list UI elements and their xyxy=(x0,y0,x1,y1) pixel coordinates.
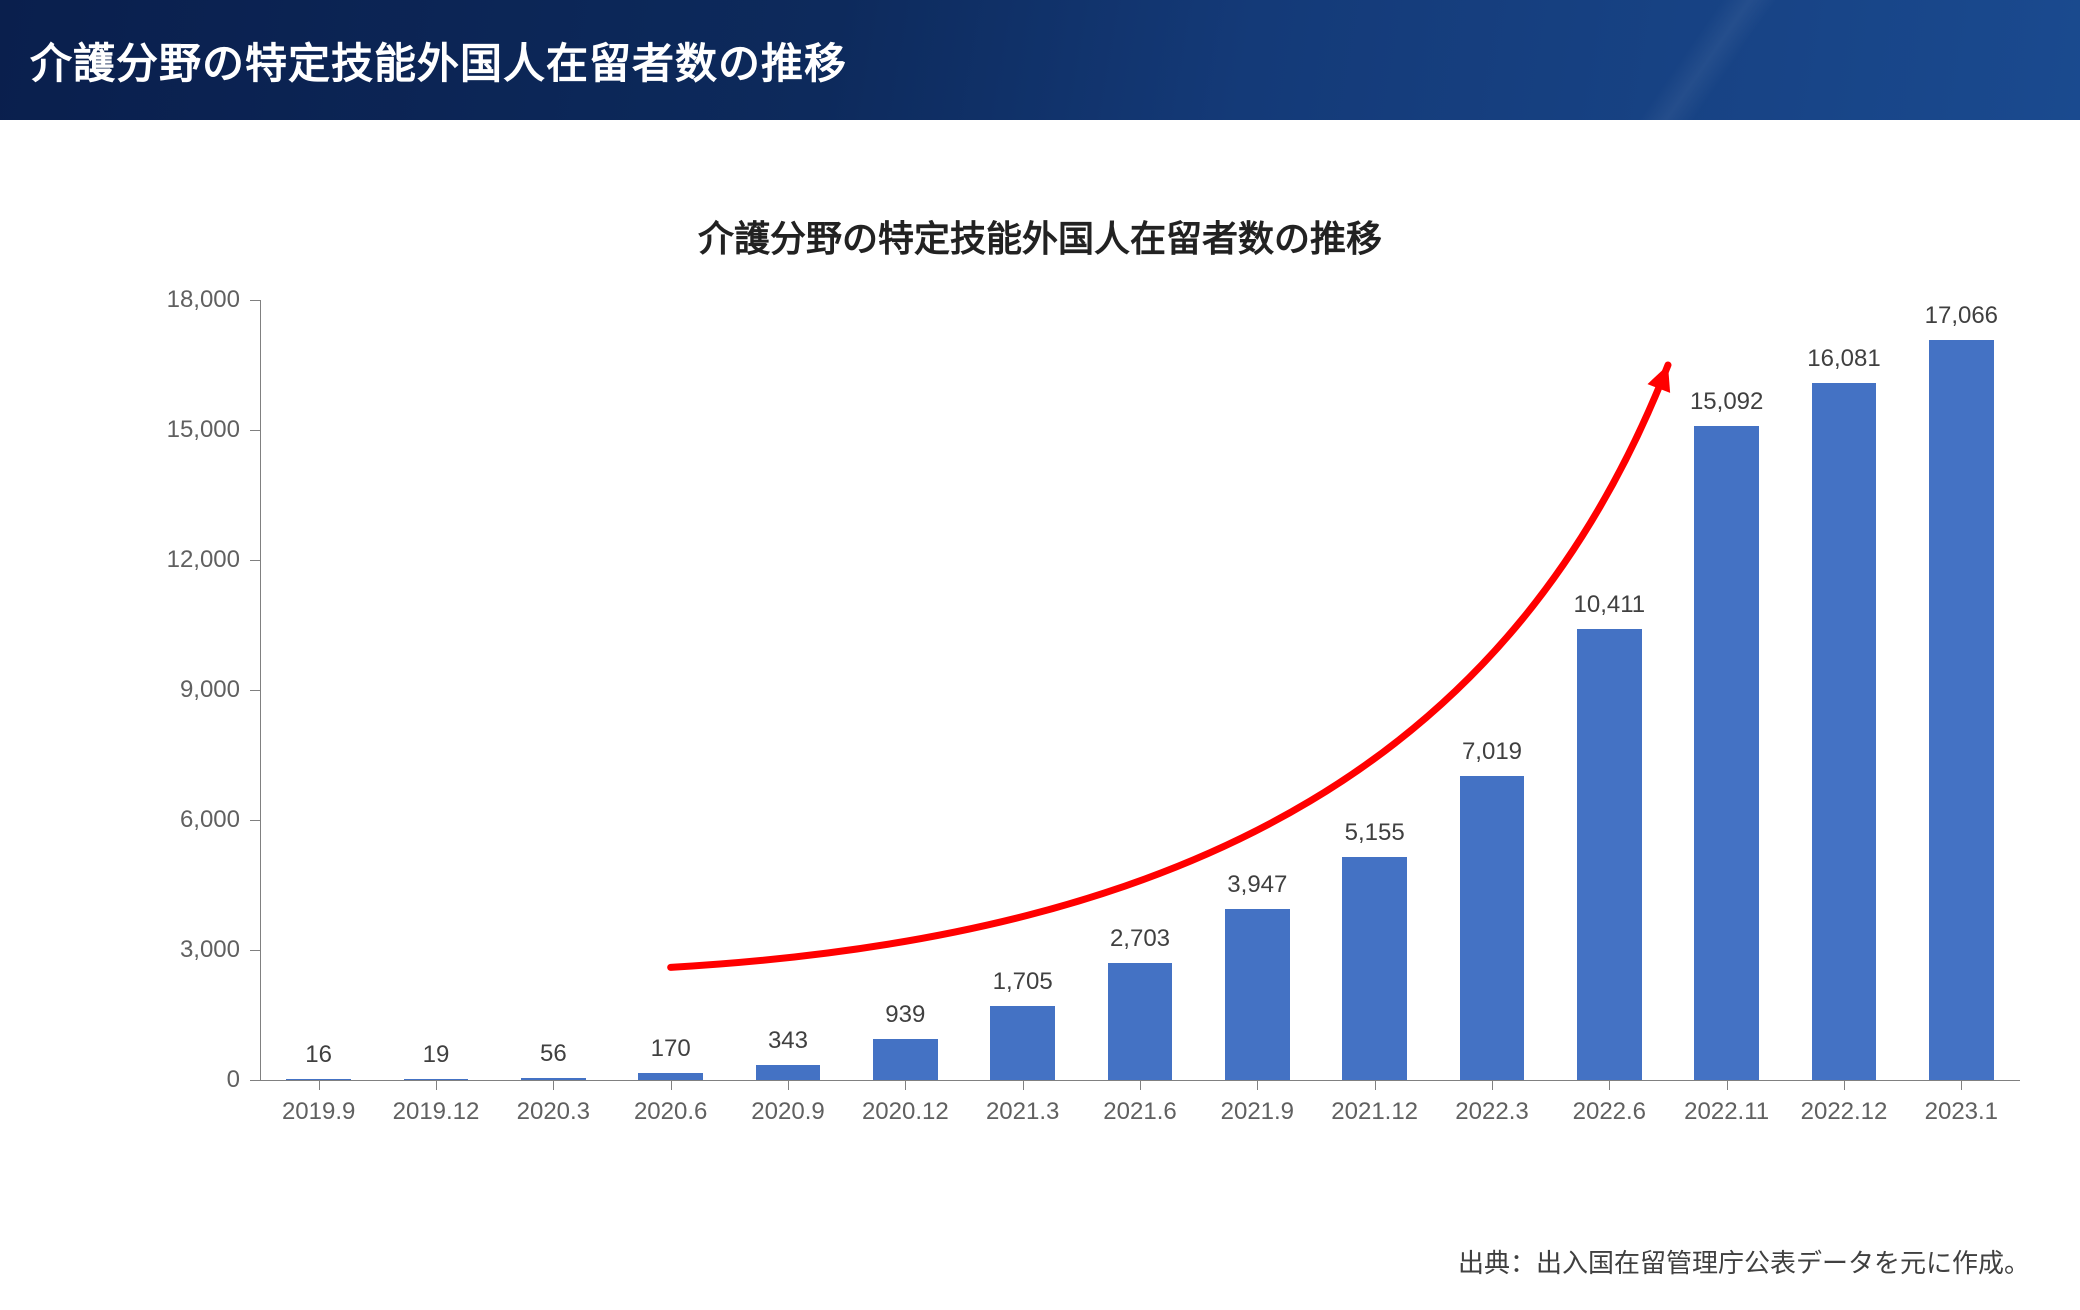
x-tick-label: 2023.1 xyxy=(1925,1098,1998,1126)
y-tick-mark xyxy=(250,820,260,821)
bar-chart-plot: 03,0006,0009,00012,00015,00018,000162019… xyxy=(260,300,2020,1080)
bar-value-label: 2,703 xyxy=(1110,925,1170,953)
x-tick-label: 2022.12 xyxy=(1801,1098,1888,1126)
x-tick-label: 2022.11 xyxy=(1684,1098,1769,1126)
bar: 17,066 xyxy=(1929,340,1994,1080)
x-tick-mark xyxy=(553,1080,554,1090)
bar-value-label: 15,092 xyxy=(1690,388,1763,416)
x-tick-label: 2021.3 xyxy=(986,1098,1059,1126)
source-note: 出典：出入国在留管理庁公表データを元に作成。 xyxy=(1458,1243,2030,1280)
bar: 343 xyxy=(756,1065,821,1080)
bar-value-label: 56 xyxy=(540,1040,567,1068)
y-tick-label: 0 xyxy=(227,1066,240,1094)
x-tick-mark xyxy=(1375,1080,1376,1090)
bar-value-label: 16,081 xyxy=(1807,345,1880,373)
y-tick-mark xyxy=(250,690,260,691)
bar-value-label: 343 xyxy=(768,1027,808,1055)
x-tick-mark xyxy=(319,1080,320,1090)
x-tick-mark xyxy=(1140,1080,1141,1090)
bar-value-label: 16 xyxy=(305,1041,332,1069)
y-tick-mark xyxy=(250,1080,260,1081)
x-tick-mark xyxy=(1257,1080,1258,1090)
x-tick-label: 2020.3 xyxy=(517,1098,590,1126)
x-tick-mark xyxy=(1609,1080,1610,1090)
x-tick-mark xyxy=(788,1080,789,1090)
y-tick-label: 12,000 xyxy=(167,546,240,574)
x-tick-mark xyxy=(1961,1080,1962,1090)
x-tick-label: 2021.12 xyxy=(1331,1098,1418,1126)
bar-value-label: 17,066 xyxy=(1925,302,1998,330)
x-tick-label: 2019.12 xyxy=(393,1098,480,1126)
y-tick-mark xyxy=(250,430,260,431)
bar: 3,947 xyxy=(1225,909,1290,1080)
x-tick-label: 2021.6 xyxy=(1103,1098,1176,1126)
y-tick-label: 15,000 xyxy=(167,416,240,444)
bar: 2,703 xyxy=(1108,963,1173,1080)
x-tick-mark xyxy=(671,1080,672,1090)
y-tick-mark xyxy=(250,300,260,301)
bar: 15,092 xyxy=(1694,426,1759,1080)
bar: 7,019 xyxy=(1460,776,1525,1080)
x-tick-label: 2022.6 xyxy=(1573,1098,1646,1126)
x-tick-mark xyxy=(436,1080,437,1090)
bar-value-label: 1,705 xyxy=(993,968,1053,996)
y-tick-label: 9,000 xyxy=(180,676,240,704)
bar-value-label: 7,019 xyxy=(1462,738,1522,766)
x-tick-mark xyxy=(1727,1080,1728,1090)
page-title: 介護分野の特定技能外国人在留者数の推移 xyxy=(30,30,847,91)
chart-title: 介護分野の特定技能外国人在留者数の推移 xyxy=(0,210,2080,262)
bar: 170 xyxy=(638,1073,703,1080)
bar: 1,705 xyxy=(990,1006,1055,1080)
bar: 16,081 xyxy=(1812,383,1877,1080)
bar-value-label: 5,155 xyxy=(1345,819,1405,847)
y-tick-label: 3,000 xyxy=(180,936,240,964)
bar-value-label: 10,411 xyxy=(1574,591,1646,619)
x-tick-label: 2020.12 xyxy=(862,1098,949,1126)
bar: 939 xyxy=(873,1039,938,1080)
x-tick-label: 2021.9 xyxy=(1221,1098,1294,1126)
x-tick-mark xyxy=(905,1080,906,1090)
y-tick-mark xyxy=(250,950,260,951)
header-band: 介護分野の特定技能外国人在留者数の推移 xyxy=(0,0,2080,120)
bar-value-label: 19 xyxy=(423,1041,450,1069)
x-tick-label: 2022.3 xyxy=(1455,1098,1528,1126)
chart-area: 介護分野の特定技能外国人在留者数の推移 03,0006,0009,00012,0… xyxy=(0,140,2080,1240)
bar: 5,155 xyxy=(1342,857,1407,1080)
y-tick-mark xyxy=(250,560,260,561)
bar-value-label: 3,947 xyxy=(1227,871,1287,899)
bar-value-label: 939 xyxy=(885,1001,925,1029)
y-tick-label: 6,000 xyxy=(180,806,240,834)
x-tick-label: 2019.9 xyxy=(282,1098,355,1126)
x-tick-label: 2020.6 xyxy=(634,1098,707,1126)
x-tick-mark xyxy=(1023,1080,1024,1090)
x-tick-mark xyxy=(1844,1080,1845,1090)
x-tick-mark xyxy=(1492,1080,1493,1090)
bar: 10,411 xyxy=(1577,629,1642,1080)
y-tick-label: 18,000 xyxy=(167,286,240,314)
y-axis-line xyxy=(260,300,261,1080)
x-tick-label: 2020.9 xyxy=(751,1098,824,1126)
bar-value-label: 170 xyxy=(651,1035,691,1063)
